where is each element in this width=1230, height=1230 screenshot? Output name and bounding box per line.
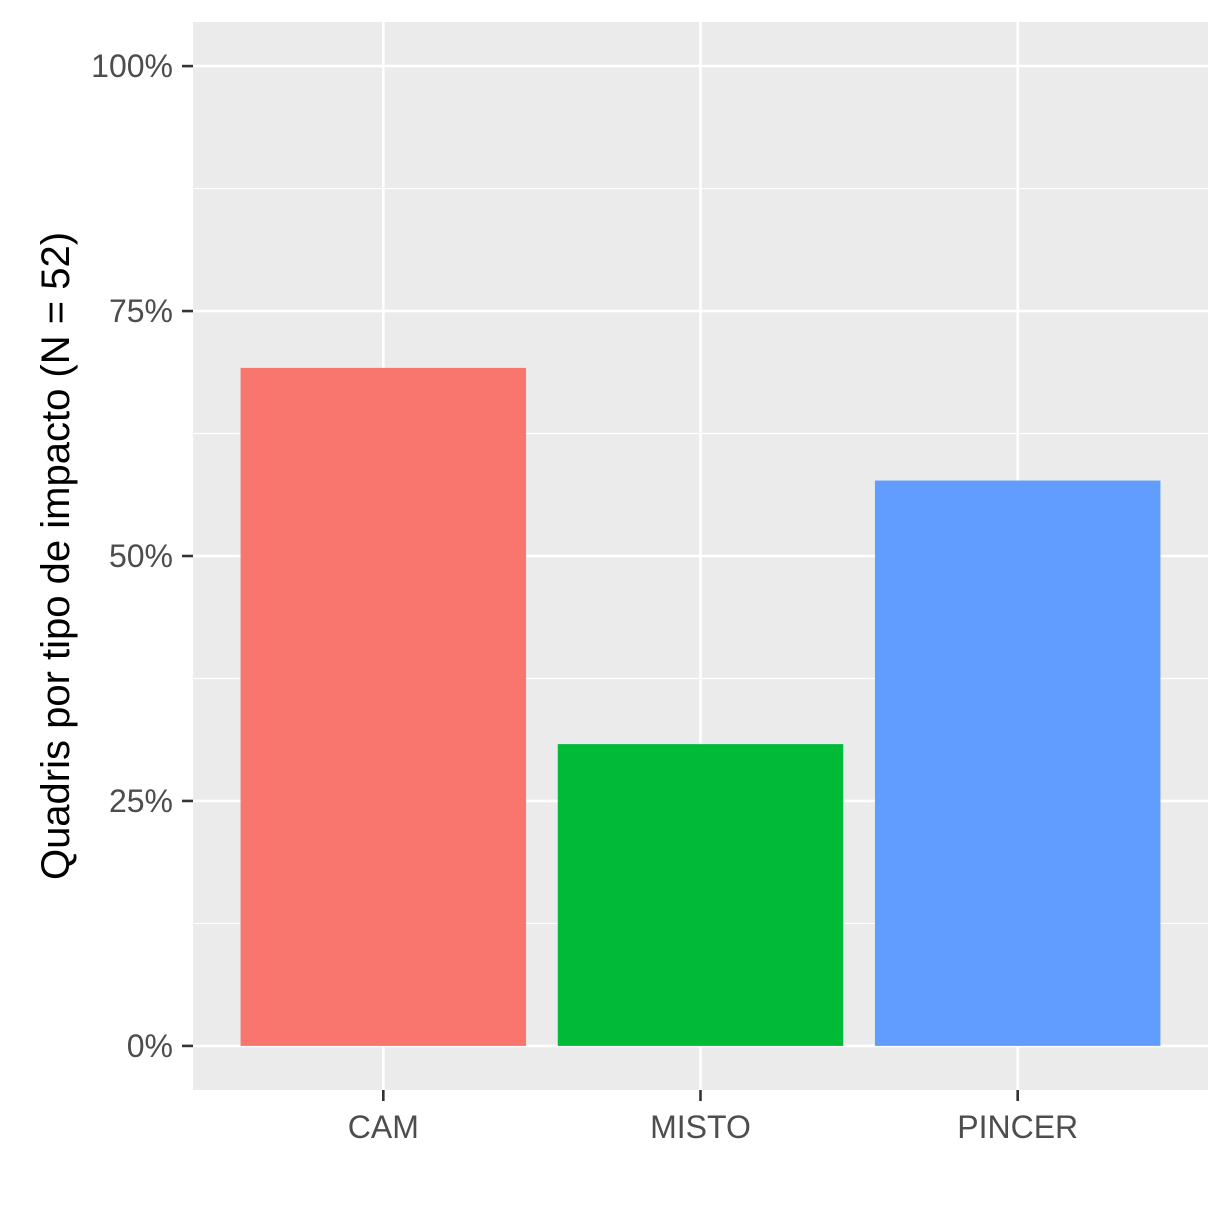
y-tick-label: 25% — [109, 783, 173, 819]
bar-pincer — [874, 480, 1161, 1046]
y-tick-label: 75% — [109, 293, 173, 329]
bar-misto — [557, 744, 844, 1046]
bars — [240, 367, 1161, 1046]
bar-cam — [240, 367, 527, 1046]
x-tick-label: PINCER — [957, 1109, 1078, 1145]
y-tick-label: 0% — [127, 1028, 173, 1064]
x-tick-label: CAM — [348, 1109, 419, 1145]
y-tick-label: 50% — [109, 538, 173, 574]
y-axis: 0% 25% 50% 75% 100% — [91, 48, 193, 1064]
y-axis-title: Quadris por tipo de impacto (N = 52) — [34, 232, 78, 880]
x-axis: CAM MISTO PINCER — [348, 1090, 1078, 1145]
x-tick-label: MISTO — [650, 1109, 751, 1145]
y-tick-label: 100% — [91, 48, 173, 84]
